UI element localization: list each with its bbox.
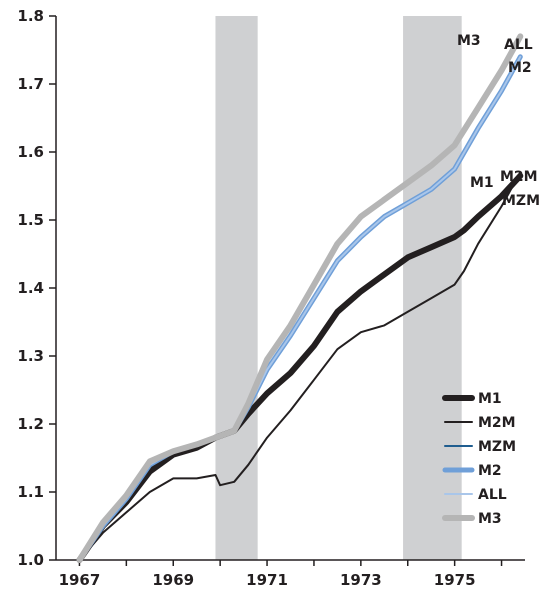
legend: M1 M2M MZM M2 ALL M3 [442,391,516,527]
legend-label-m3: M3 [478,511,502,527]
series-line-m1 [76,172,524,563]
end-label-m3: M3 [457,33,481,49]
x-tick-label: 1967 [59,571,101,589]
x-axis-ticks: 1967 1969 1971 1973 1975 [59,560,503,589]
x-tick-label: 1971 [246,571,288,589]
y-axis-ticks: 1.0 1.1 1.2 1.3 1.4 1.5 1.6 1.7 1.8 [17,7,56,569]
x-tick-label: 1973 [340,571,382,589]
x-tick-label: 1969 [152,571,194,589]
y-tick-label: 1.6 [17,143,44,161]
shaded-period-1 [215,16,258,560]
legend-label-mzm: MZM [478,439,516,455]
end-label-mzm: MZM [502,193,540,209]
legend-label-m2: M2 [478,463,502,479]
end-label-m1: M1 [470,175,494,191]
y-tick-label: 1.5 [17,211,44,229]
y-tick-label: 1.7 [17,75,44,93]
end-label-all: ALL [504,37,533,53]
series-lines [76,33,524,563]
y-tick-label: 1.0 [17,551,44,569]
y-tick-label: 1.8 [17,7,44,25]
end-label-m2: M2 [508,60,532,76]
y-tick-label: 1.3 [17,347,44,365]
y-tick-label: 1.1 [17,483,44,501]
legend-label-m2m: M2M [478,415,516,431]
y-tick-label: 1.2 [17,415,44,433]
legend-label-m1: M1 [478,391,502,407]
recession-shading [215,16,462,560]
y-tick-label: 1.4 [17,279,44,297]
shaded-period-2 [403,16,462,560]
series-line-m2m [78,171,522,561]
series-line-m3 [76,33,524,563]
series-end-labels: M3 ALL M2 M1 M2M MZM [457,33,540,209]
end-label-m2m: M2M [500,169,538,185]
x-tick-label: 1975 [434,571,476,589]
legend-label-all: ALL [478,487,507,503]
